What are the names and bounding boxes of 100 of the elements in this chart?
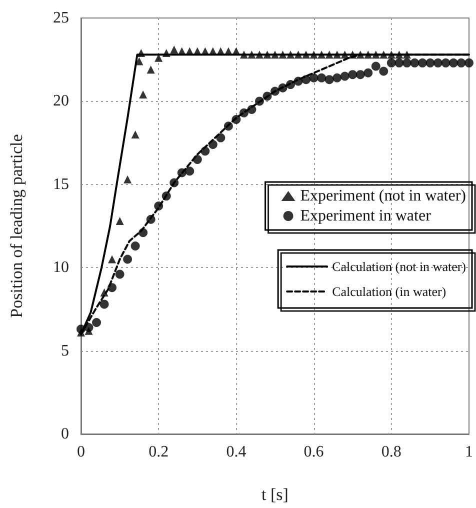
- point: [271, 50, 279, 59]
- point: [386, 58, 396, 68]
- point: [138, 228, 148, 238]
- point: [262, 92, 272, 101]
- point: [263, 50, 272, 59]
- y-tick-label: 5: [61, 342, 69, 360]
- point: [177, 168, 186, 178]
- point: [372, 50, 380, 59]
- point: [208, 140, 218, 149]
- point: [426, 58, 435, 68]
- point: [124, 175, 132, 184]
- x-tick-label: 0: [77, 444, 85, 460]
- point: [154, 202, 164, 211]
- point: [380, 50, 388, 59]
- point: [333, 50, 342, 59]
- point: [356, 50, 364, 59]
- point: [162, 48, 170, 57]
- point: [356, 70, 365, 80]
- point: [200, 146, 210, 156]
- point: [240, 50, 248, 59]
- point: [108, 283, 117, 292]
- point: [185, 166, 194, 176]
- point: [100, 300, 109, 309]
- y-tick-label: 15: [53, 176, 69, 193]
- point: [433, 58, 442, 68]
- y-axis-title: Position of leading particle: [7, 134, 26, 318]
- point: [278, 50, 287, 59]
- point: [324, 75, 334, 84]
- point: [84, 323, 94, 332]
- point: [254, 96, 264, 106]
- point: [294, 76, 303, 86]
- point: [278, 83, 288, 92]
- point: [224, 122, 233, 131]
- legend-label: Calculation (not in water): [332, 259, 466, 274]
- point: [286, 80, 296, 90]
- point: [379, 66, 388, 76]
- y-tick-label: 20: [53, 92, 69, 110]
- legend-label: Calculation (in water): [332, 284, 446, 299]
- point: [232, 115, 241, 124]
- point: [310, 50, 318, 59]
- point: [309, 73, 318, 82]
- point: [100, 288, 108, 297]
- point: [130, 241, 140, 250]
- x-axis-title: t [s]: [262, 485, 288, 504]
- point: [162, 192, 171, 201]
- point: [325, 50, 334, 59]
- y-tick-label: 0: [61, 426, 69, 442]
- point: [340, 72, 350, 81]
- point: [76, 324, 86, 334]
- point: [402, 58, 412, 68]
- point: [317, 73, 326, 82]
- point: [394, 58, 404, 68]
- point: [410, 58, 420, 68]
- point: [348, 70, 358, 80]
- point: [108, 255, 116, 264]
- point: [387, 50, 396, 59]
- point: [170, 178, 179, 188]
- point: [116, 217, 124, 226]
- x-tick-label: 0.2: [148, 444, 169, 460]
- point: [115, 270, 124, 279]
- point: [146, 66, 155, 74]
- point: [332, 73, 342, 82]
- point: [146, 214, 156, 224]
- point: [318, 50, 326, 59]
- point: [170, 46, 178, 54]
- point: [123, 254, 132, 264]
- point: [248, 50, 256, 59]
- point: [402, 50, 411, 59]
- point: [216, 133, 226, 142]
- x-tick-label: 0.8: [381, 444, 402, 460]
- point: [348, 50, 357, 59]
- point: [364, 68, 373, 78]
- point: [340, 50, 349, 59]
- point: [192, 154, 202, 164]
- x-tick-label: 0.4: [226, 444, 246, 460]
- point: [364, 50, 372, 59]
- point: [131, 130, 140, 138]
- point: [464, 58, 474, 68]
- point: [239, 108, 248, 118]
- point: [441, 58, 450, 68]
- point: [418, 58, 427, 68]
- point: [92, 318, 102, 328]
- x-tick-label: 1: [465, 444, 473, 460]
- y-tick-label: 10: [53, 259, 69, 276]
- legend-label: Experiment in water: [300, 208, 432, 224]
- point: [139, 90, 148, 99]
- y-tick-label: 25: [53, 10, 69, 26]
- point: [302, 50, 310, 59]
- point: [255, 50, 264, 59]
- point: [302, 75, 311, 84]
- point: [286, 50, 295, 59]
- point: [270, 86, 280, 96]
- x-tick-label: 0.6: [304, 444, 324, 460]
- point: [247, 105, 256, 114]
- point: [395, 50, 404, 59]
- point: [371, 62, 380, 71]
- legend-label: Experiment (not in water): [300, 188, 466, 204]
- point: [456, 58, 466, 68]
- point: [137, 48, 146, 57]
- point: [448, 58, 458, 68]
